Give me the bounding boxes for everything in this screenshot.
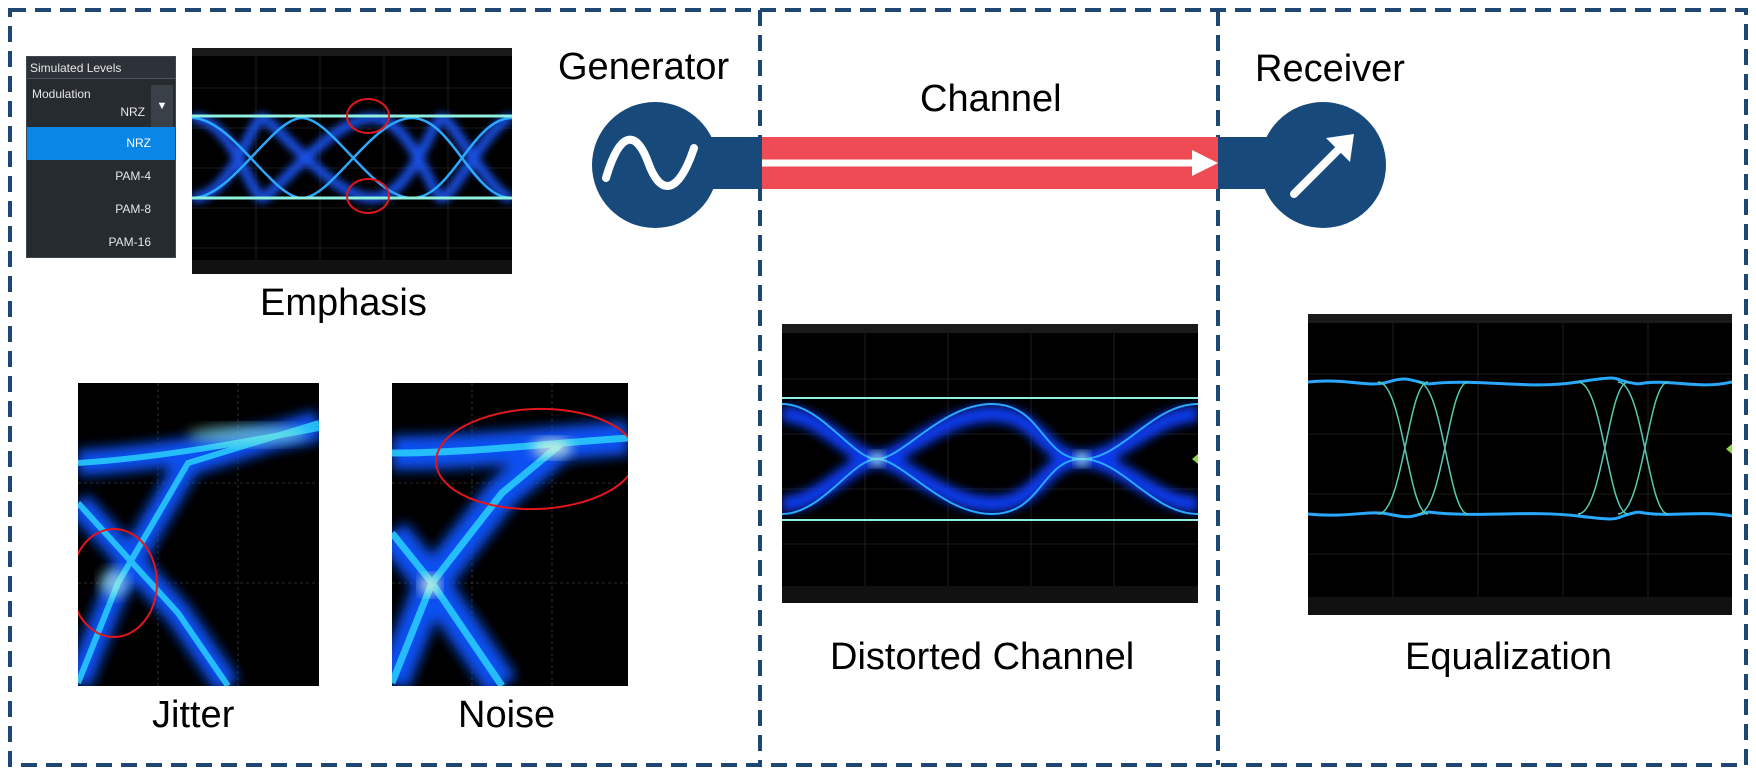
distorted-channel-label: Distorted Channel <box>830 636 1135 678</box>
distorted-channel-eye-screenshot <box>782 324 1198 603</box>
receiver-label: Receiver <box>1255 48 1405 90</box>
equalization-label: Equalization <box>1405 636 1613 678</box>
triangle-down-icon[interactable]: ▼ <box>151 85 173 127</box>
option-nrz[interactable]: NRZ <box>27 127 175 160</box>
option-pam-8[interactable]: PAM-8 <box>115 202 151 216</box>
channel-arrow-head <box>1192 150 1218 176</box>
channel-label: Channel <box>920 78 1062 120</box>
diagonal-arrow-icon <box>1290 134 1354 198</box>
generator-node <box>592 102 718 228</box>
noise-eye-zoom <box>392 383 628 686</box>
receiver-node <box>1260 102 1386 228</box>
equalization-eye-screenshot <box>1308 314 1732 615</box>
modulation-label: Modulation <box>32 87 91 101</box>
modulation-value[interactable]: NRZ <box>120 105 145 119</box>
generator-label: Generator <box>558 46 730 88</box>
emphasis-label: Emphasis <box>260 282 427 324</box>
option-pam-16[interactable]: PAM-16 <box>108 235 151 249</box>
emphasis-eye-screenshot <box>192 48 512 274</box>
simulated-levels-panel: Simulated Levels Modulation NRZ ▼ NRZ PA… <box>26 56 176 258</box>
noise-label: Noise <box>458 694 556 736</box>
option-pam-4[interactable]: PAM-4 <box>115 169 151 183</box>
panel-title: Simulated Levels <box>27 57 175 79</box>
sine-wave-icon <box>602 135 698 190</box>
jitter-eye-zoom <box>78 383 319 686</box>
jitter-label: Jitter <box>152 694 235 736</box>
